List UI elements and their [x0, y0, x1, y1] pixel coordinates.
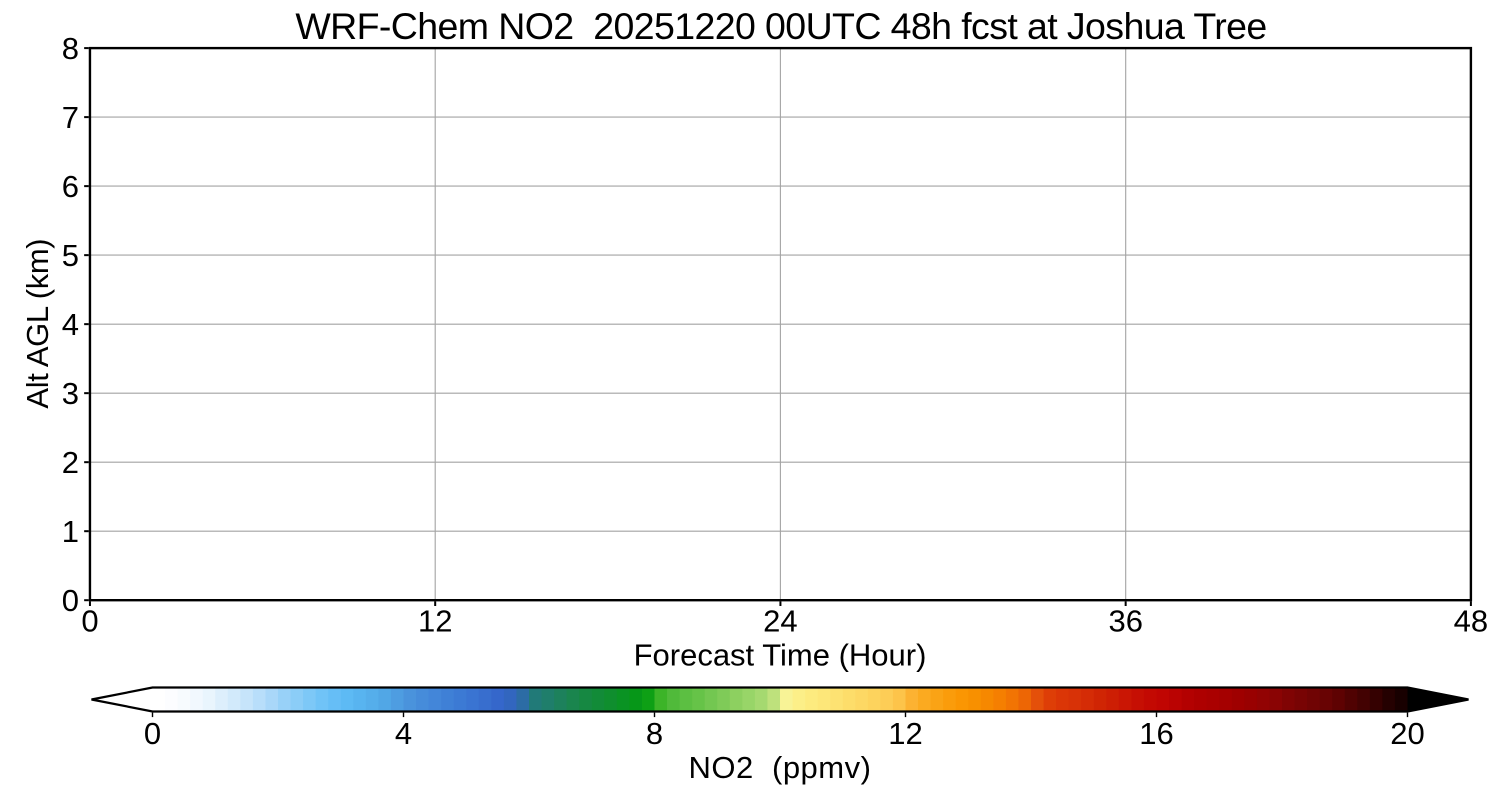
svg-text:12: 12	[888, 716, 922, 751]
svg-text:16: 16	[1139, 716, 1173, 751]
svg-text:8: 8	[62, 31, 79, 66]
svg-text:48: 48	[1454, 604, 1488, 639]
svg-text:NO2 (ppmv): NO2 (ppmv)	[689, 750, 872, 785]
svg-text:6: 6	[62, 169, 79, 204]
svg-text:4: 4	[62, 307, 79, 342]
svg-text:0: 0	[62, 583, 79, 618]
svg-text:5: 5	[62, 238, 79, 273]
svg-text:2: 2	[62, 445, 79, 480]
svg-text:0: 0	[81, 604, 98, 639]
svg-text:0: 0	[144, 716, 161, 751]
svg-text:8: 8	[646, 716, 663, 751]
svg-text:20: 20	[1390, 716, 1424, 751]
svg-text:24: 24	[763, 604, 797, 639]
svg-text:3: 3	[62, 376, 79, 411]
svg-text:7: 7	[62, 100, 79, 135]
svg-text:1: 1	[62, 514, 79, 549]
svg-text:12: 12	[418, 604, 452, 639]
svg-text:36: 36	[1108, 604, 1142, 639]
svg-text:Forecast Time (Hour): Forecast Time (Hour)	[634, 638, 927, 673]
svg-text:WRF-Chem NO2 20251220 00UTC 4: WRF-Chem NO2 20251220 00UTC 48h fcst at …	[295, 5, 1266, 47]
svg-text:4: 4	[395, 716, 412, 751]
svg-text:Alt AGL (km): Alt AGL (km)	[20, 239, 55, 409]
